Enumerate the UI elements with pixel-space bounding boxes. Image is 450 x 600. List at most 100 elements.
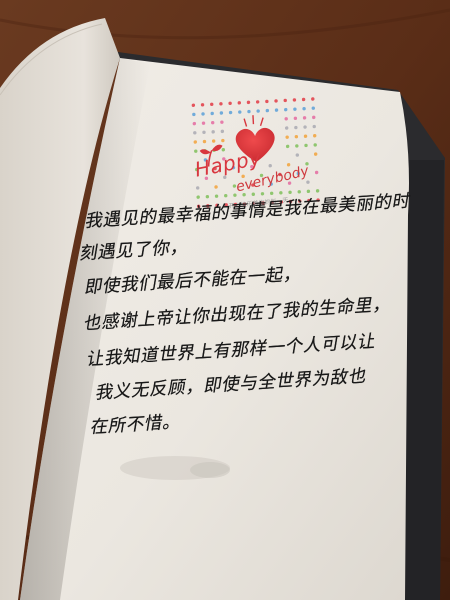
logo-dot [210,102,214,107]
logo-dot [261,201,265,205]
logo-dot [219,111,224,115]
logo-dot [305,162,309,166]
logo-dot [223,175,227,180]
logo-dot [292,98,297,102]
logo-dot [315,189,320,193]
logo-dot [206,204,210,208]
logo-dot [302,116,307,120]
logo-dot [279,200,284,204]
logo-dot [295,144,299,148]
logo-dot [296,171,300,176]
logo-artwork [199,115,275,167]
logo-dot [201,121,206,125]
logo-dot [285,144,290,149]
logo-dot [265,99,269,104]
logo-dot [211,139,216,143]
happy-logo: Happy everybody 开心快乐着你的每一天 [189,95,325,214]
logo-dot [265,108,270,113]
logo-dot [213,166,217,171]
logo-dot [303,125,307,129]
logo-dot [228,101,232,106]
logo-dot [274,108,279,112]
logo-dot [241,174,245,179]
logo-dot [256,109,260,113]
logo-dot [221,138,225,143]
logo-dot [313,134,317,138]
logo-dot [191,103,196,107]
logo-dot [306,180,310,184]
logo-dot [304,143,308,148]
logo-dot [193,140,197,144]
logo-dot [232,184,237,188]
logo-dot [312,115,316,120]
left-page [0,18,120,600]
logo-dot [237,101,241,105]
logo-dot [201,112,205,116]
logo-dot [231,165,236,170]
logo-dot [251,183,255,187]
logo-dot [298,199,302,203]
logo-dot [224,203,228,207]
logo-dot [286,163,291,167]
logo-dot [214,185,218,189]
logo-dot [311,97,315,101]
logo-dot [314,170,319,175]
logo-dot [215,203,219,208]
logo-dot [196,195,200,199]
logo-dot [210,120,215,125]
logo-dot [233,202,238,207]
logo-dot [204,176,209,180]
logo-dot [284,117,288,121]
logo-dot [202,139,207,144]
logo-dot [259,173,264,178]
sprout-icon [207,150,213,167]
logo-dot [210,111,214,116]
logo-dot [313,152,318,156]
logo-dot [303,134,308,138]
logo-dot [283,98,287,103]
logo-dot [278,172,282,177]
logo-dot [220,129,225,134]
logo-dot [297,190,301,194]
logo-dot [192,121,197,126]
logo-dot [196,204,201,209]
logo-dot [284,107,288,112]
logo-dot [269,182,273,186]
logo-dot [219,102,223,106]
logo-dot [251,192,256,196]
logo-dot [194,149,198,153]
logo-dot [284,126,289,130]
logo-dot [238,110,242,114]
logo-dot [192,112,196,117]
logo-dot [252,201,256,206]
logo-dot [279,191,283,195]
logo-dot [313,143,317,147]
logo-dot [222,157,226,161]
logo-dot [288,199,293,204]
logo-dot [293,116,298,121]
logo-dot [228,110,233,115]
logo-dot [269,191,274,195]
logo-dot [307,198,311,203]
logo-dot [242,193,246,197]
heart-icon [235,127,275,163]
logo-dot [195,186,200,190]
logo-dot [233,193,237,197]
logo-dot [203,158,208,162]
logo-dot [294,135,299,139]
logo-dot [224,193,228,198]
logo-dot [211,130,215,134]
logo-dot [270,200,274,205]
logo-dot [195,167,199,172]
logo-dot [294,125,298,130]
logo-dot [295,153,300,157]
logo-dot-grid [191,97,320,209]
logo-dot [246,100,251,105]
logo-dot [316,198,320,202]
logo-dot [312,124,316,129]
logo-dot [205,194,210,199]
logo-dot [260,192,265,196]
logo-dot [306,189,311,194]
logo-dot [193,131,197,135]
logo-dot [293,107,297,111]
